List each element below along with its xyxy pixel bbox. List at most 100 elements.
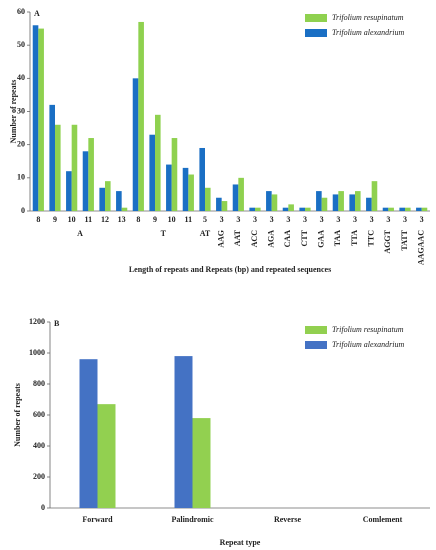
y-tick-label: 30	[17, 106, 25, 115]
bar	[338, 191, 344, 211]
bar	[266, 191, 272, 211]
legend-swatch	[305, 29, 327, 37]
x-tick-label: Palindromic	[171, 515, 214, 524]
sequence-label: AAT	[233, 229, 242, 246]
bar	[166, 164, 172, 211]
x-tick-label: Comlement	[363, 515, 403, 524]
sequence-label: TTC	[366, 230, 375, 247]
bar	[216, 197, 222, 211]
bar	[366, 197, 372, 211]
sequence-label: GAA	[316, 230, 325, 248]
bar	[55, 124, 61, 211]
sequence-label: AT	[200, 229, 211, 238]
x-tick-label: 3	[370, 215, 374, 224]
legend-label: Trifolium alexandrium	[332, 28, 404, 37]
x-tick-label: 8	[136, 215, 140, 224]
bar	[332, 194, 339, 211]
bar	[232, 184, 239, 211]
y-tick-label: 400	[33, 441, 45, 450]
bar	[282, 207, 289, 211]
x-tick-label: 3	[220, 215, 224, 224]
y-tick-label: 0	[41, 503, 45, 512]
x-tick-label: 12	[101, 215, 109, 224]
bar	[79, 359, 98, 508]
legend-label: Trifolium resupinatum	[332, 325, 404, 334]
bar	[416, 207, 422, 211]
panel-label: A	[34, 9, 40, 18]
bar	[316, 191, 322, 211]
y-tick-label: 1200	[29, 317, 45, 326]
sequence-label: TAA	[333, 230, 342, 247]
bar	[182, 167, 189, 211]
x-tick-label: 8	[36, 215, 40, 224]
sequence-label: ACC	[250, 230, 259, 248]
bar	[192, 418, 211, 508]
x-tick-label: 3	[303, 215, 307, 224]
bar	[305, 207, 311, 211]
bar	[238, 177, 244, 211]
x-tick-label: 3	[403, 215, 407, 224]
x-tick-label: 11	[85, 215, 93, 224]
bar	[355, 191, 361, 211]
bar	[116, 191, 122, 211]
y-tick-label: 200	[33, 472, 45, 481]
bar	[255, 207, 261, 211]
y-tick-label: 10	[17, 173, 25, 182]
bar	[371, 181, 378, 211]
bar	[249, 207, 255, 211]
bar	[174, 356, 193, 508]
y-tick-label: 800	[33, 379, 45, 388]
bar	[149, 134, 155, 211]
y-axis-label: Number of repeats	[9, 80, 18, 144]
legend-swatch	[305, 14, 327, 22]
bar	[49, 104, 55, 211]
bar	[66, 171, 72, 211]
bar	[121, 207, 128, 211]
bar	[421, 207, 428, 211]
bar	[321, 197, 328, 211]
x-tick-label: 3	[236, 215, 240, 224]
x-tick-label: 3	[353, 215, 357, 224]
x-tick-label: 5	[203, 215, 207, 224]
sequence-label: CTT	[300, 229, 309, 246]
x-tick-label: 3	[336, 215, 340, 224]
bar	[299, 207, 305, 211]
x-tick-label: 10	[168, 215, 176, 224]
y-tick-label: 0	[21, 206, 25, 215]
legend-swatch	[305, 341, 327, 349]
y-tick-label: 600	[33, 410, 45, 419]
bar	[155, 114, 161, 211]
x-tick-label: 9	[53, 215, 57, 224]
sequence-label: TTA	[350, 230, 359, 246]
bar	[32, 25, 39, 212]
x-axis-label: Length of repeats and Repeats (bp) and r…	[129, 265, 331, 274]
sequence-label: A	[77, 229, 83, 238]
x-tick-label: Forward	[82, 515, 113, 524]
legend-swatch	[305, 326, 327, 334]
bar	[71, 124, 78, 211]
x-tick-label: 11	[185, 215, 193, 224]
panel-label: B	[54, 319, 60, 328]
bar	[205, 187, 211, 211]
bar	[199, 147, 205, 211]
x-tick-label: 3	[320, 215, 324, 224]
bar	[221, 201, 228, 211]
bar	[138, 21, 144, 212]
y-tick-label: 1000	[29, 348, 45, 357]
bar	[38, 28, 44, 212]
sequence-label: AGA	[266, 230, 275, 248]
x-tick-label: 3	[270, 215, 274, 224]
legend-label: Trifolium alexandrium	[332, 340, 404, 349]
bar	[288, 204, 294, 211]
x-tick-label: 3	[286, 215, 290, 224]
x-tick-label: 3	[420, 215, 424, 224]
sequence-label: TATT	[400, 229, 409, 250]
sequence-label: AAGAAC	[416, 230, 425, 265]
y-tick-label: 20	[17, 139, 25, 148]
legend-label: Trifolium resupinatum	[332, 13, 404, 22]
bar	[388, 207, 394, 211]
y-axis-label: Number of repeats	[13, 383, 22, 447]
sequence-label: AAG	[216, 230, 225, 248]
y-tick-label: 50	[17, 40, 25, 49]
